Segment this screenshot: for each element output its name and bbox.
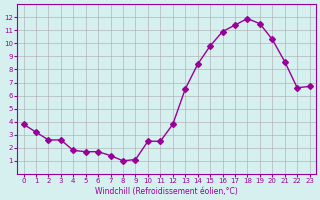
X-axis label: Windchill (Refroidissement éolien,°C): Windchill (Refroidissement éolien,°C) — [95, 187, 238, 196]
